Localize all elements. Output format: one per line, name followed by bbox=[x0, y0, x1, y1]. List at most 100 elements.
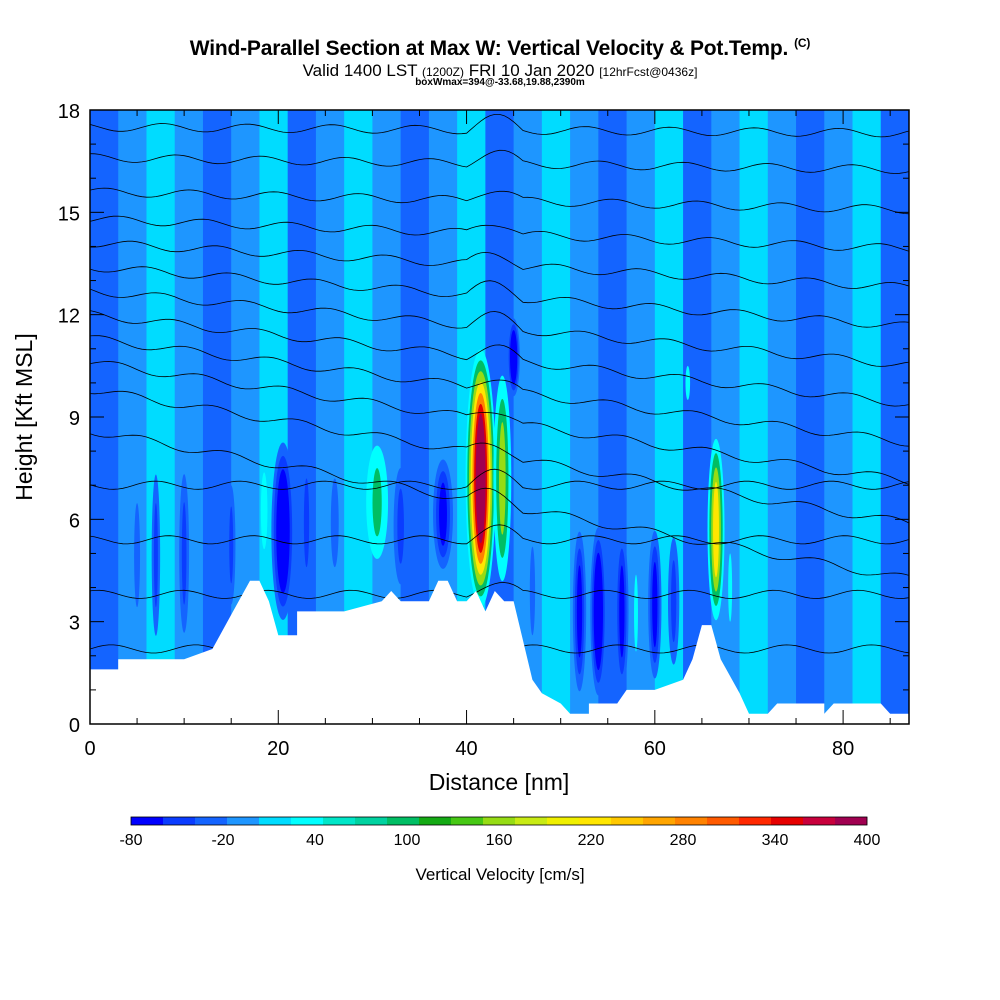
colorbar-swatch bbox=[835, 817, 868, 825]
field-cell bbox=[146, 110, 176, 724]
theta-contour bbox=[90, 266, 909, 328]
colorbar-frame bbox=[130, 816, 868, 826]
field-cell bbox=[739, 110, 769, 724]
theta-contour bbox=[90, 187, 909, 215]
velocity-band bbox=[685, 365, 691, 400]
x-axis-title: Distance [nm] bbox=[429, 769, 570, 795]
x-tick-label: 20 bbox=[267, 738, 289, 760]
y-tick-label: 15 bbox=[58, 203, 80, 225]
theta-contour bbox=[90, 361, 909, 485]
field-cell bbox=[683, 110, 712, 724]
y-tick-label: 0 bbox=[69, 715, 80, 737]
y-axis-title: Height [Kft MSL] bbox=[11, 333, 37, 500]
colorbar-swatch bbox=[355, 817, 388, 825]
theta-contour bbox=[90, 149, 909, 174]
colorbar-swatch bbox=[387, 817, 420, 825]
y-tick-label: 9 bbox=[69, 408, 80, 430]
chart-subtitle: Valid 1400 LST (1200Z) FRI 10 Jan 2020 [… bbox=[0, 61, 1000, 81]
theta-contour bbox=[90, 433, 909, 576]
theta-contour bbox=[90, 524, 909, 545]
theta-contour bbox=[90, 335, 909, 447]
colorbar-tick-label: 280 bbox=[670, 832, 697, 849]
axis-ticks: 0 20 40 60 80 0 3 6 9 12 15 18 bbox=[58, 101, 909, 760]
field-cell bbox=[796, 110, 825, 724]
colorbar-swatch bbox=[323, 817, 356, 825]
colorbar-swatch bbox=[227, 817, 260, 825]
colorbar-swatch bbox=[579, 817, 612, 825]
velocity-band bbox=[153, 503, 158, 608]
velocity-band bbox=[634, 574, 638, 652]
colorbar-swatch bbox=[483, 817, 516, 825]
field-cell bbox=[541, 110, 571, 724]
colorbar-swatch bbox=[163, 817, 196, 825]
colorbar-tick-label: 160 bbox=[486, 832, 513, 849]
colorbar-tick-label: 340 bbox=[762, 832, 789, 849]
theta-contour bbox=[90, 288, 909, 367]
colorbar-swatch bbox=[515, 817, 548, 825]
colorbar-swatch bbox=[451, 817, 484, 825]
subtitle-date: FRI 10 Jan 2020 bbox=[468, 61, 595, 80]
terrain-mask bbox=[90, 580, 909, 724]
colorbar-tick-label: 220 bbox=[578, 832, 605, 849]
velocity-band bbox=[303, 478, 310, 568]
colorbar-swatch bbox=[707, 817, 740, 825]
velocity-band bbox=[229, 506, 234, 584]
velocity-band bbox=[595, 565, 602, 658]
subtitle-fcst: [12hrFcst@0436z] bbox=[599, 65, 698, 79]
colorbar-tick-label: 100 bbox=[394, 832, 421, 849]
field-cell bbox=[202, 110, 232, 724]
velocity-band bbox=[499, 422, 506, 535]
velocity-band bbox=[372, 468, 382, 537]
colorbar-swatch bbox=[611, 817, 644, 825]
velocity-band bbox=[330, 478, 339, 568]
colorbar-tick-label: 400 bbox=[854, 832, 881, 849]
velocity-band bbox=[529, 546, 536, 636]
chart-note: boxWmax=394@-33.68,19.88,2390m bbox=[415, 77, 585, 88]
field-cell bbox=[711, 110, 741, 724]
x-tick-label: 0 bbox=[84, 738, 95, 760]
colorbar-swatch bbox=[419, 817, 452, 825]
field-cell bbox=[767, 110, 797, 724]
theta-contour bbox=[90, 468, 909, 490]
velocity-band bbox=[728, 553, 733, 622]
velocity-band bbox=[475, 413, 486, 544]
field-cell bbox=[118, 110, 147, 724]
colorbar-swatch bbox=[547, 817, 580, 825]
title-text: Wind-Parallel Section at Max W: Vertical… bbox=[189, 37, 789, 60]
theta-contour bbox=[90, 390, 909, 524]
y-tick-label: 3 bbox=[69, 613, 80, 635]
velocity-band bbox=[576, 565, 583, 658]
title-suffix: (C) bbox=[794, 36, 811, 50]
subtitle-utc: (1200Z) bbox=[421, 65, 465, 79]
colorbar-swatch bbox=[291, 817, 324, 825]
colorbar-swatch bbox=[259, 817, 292, 825]
velocity-band bbox=[134, 503, 141, 608]
chart-title: Wind-Parallel Section at Max W: Vertical… bbox=[0, 36, 1000, 61]
colorbar-swatch bbox=[803, 817, 836, 825]
velocity-band bbox=[181, 502, 187, 605]
colorbar-swatch bbox=[739, 817, 772, 825]
velocity-band bbox=[278, 482, 288, 580]
x-tick-label: 40 bbox=[455, 738, 477, 760]
velocity-band bbox=[209, 500, 216, 600]
colorbar-tick-label: 40 bbox=[306, 832, 324, 849]
colorbar: -80 -20 40 100 160 220 280 340 400 bbox=[119, 816, 881, 849]
colorbar-title: Vertical Velocity [cm/s] bbox=[415, 865, 584, 884]
velocity-band bbox=[439, 482, 447, 546]
field-cell bbox=[174, 110, 204, 724]
velocity-field bbox=[90, 110, 909, 724]
velocity-band bbox=[619, 565, 625, 658]
terrain bbox=[90, 580, 909, 724]
colorbar-swatch bbox=[131, 817, 164, 825]
colorbar-swatch bbox=[195, 817, 228, 825]
theta-contour bbox=[90, 582, 909, 599]
x-tick-label: 80 bbox=[832, 738, 854, 760]
colorbar-swatch bbox=[643, 817, 676, 825]
velocity-band bbox=[397, 488, 404, 564]
colorbar-tick-label: -80 bbox=[119, 832, 142, 849]
y-tick-label: 18 bbox=[58, 101, 80, 123]
y-tick-label: 6 bbox=[69, 510, 80, 532]
subtitle-main: Valid 1400 LST bbox=[302, 61, 418, 80]
theta-contour bbox=[90, 114, 909, 138]
